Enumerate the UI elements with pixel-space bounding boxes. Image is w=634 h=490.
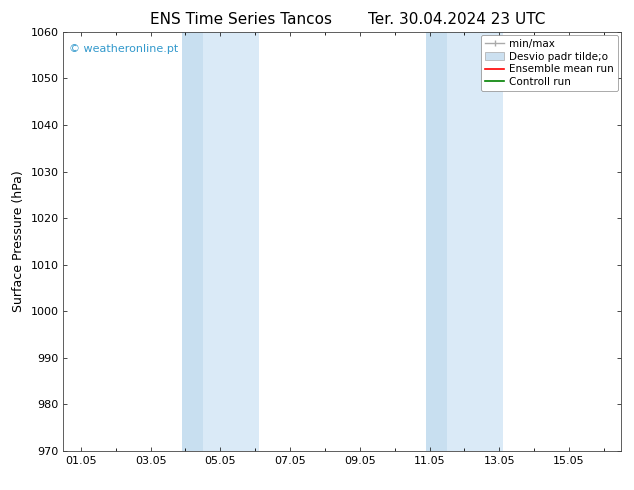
Text: © weatheronline.pt: © weatheronline.pt — [69, 45, 178, 54]
Text: Ter. 30.04.2024 23 UTC: Ter. 30.04.2024 23 UTC — [368, 12, 545, 27]
Bar — [426, 32, 447, 451]
Text: ENS Time Series Tancos: ENS Time Series Tancos — [150, 12, 332, 27]
Bar — [182, 32, 203, 451]
Legend: min/max, Desvio padr tilde;o, Ensemble mean run, Controll run: min/max, Desvio padr tilde;o, Ensemble m… — [481, 35, 618, 91]
Bar — [447, 32, 503, 451]
Bar — [203, 32, 259, 451]
Y-axis label: Surface Pressure (hPa): Surface Pressure (hPa) — [12, 171, 25, 312]
